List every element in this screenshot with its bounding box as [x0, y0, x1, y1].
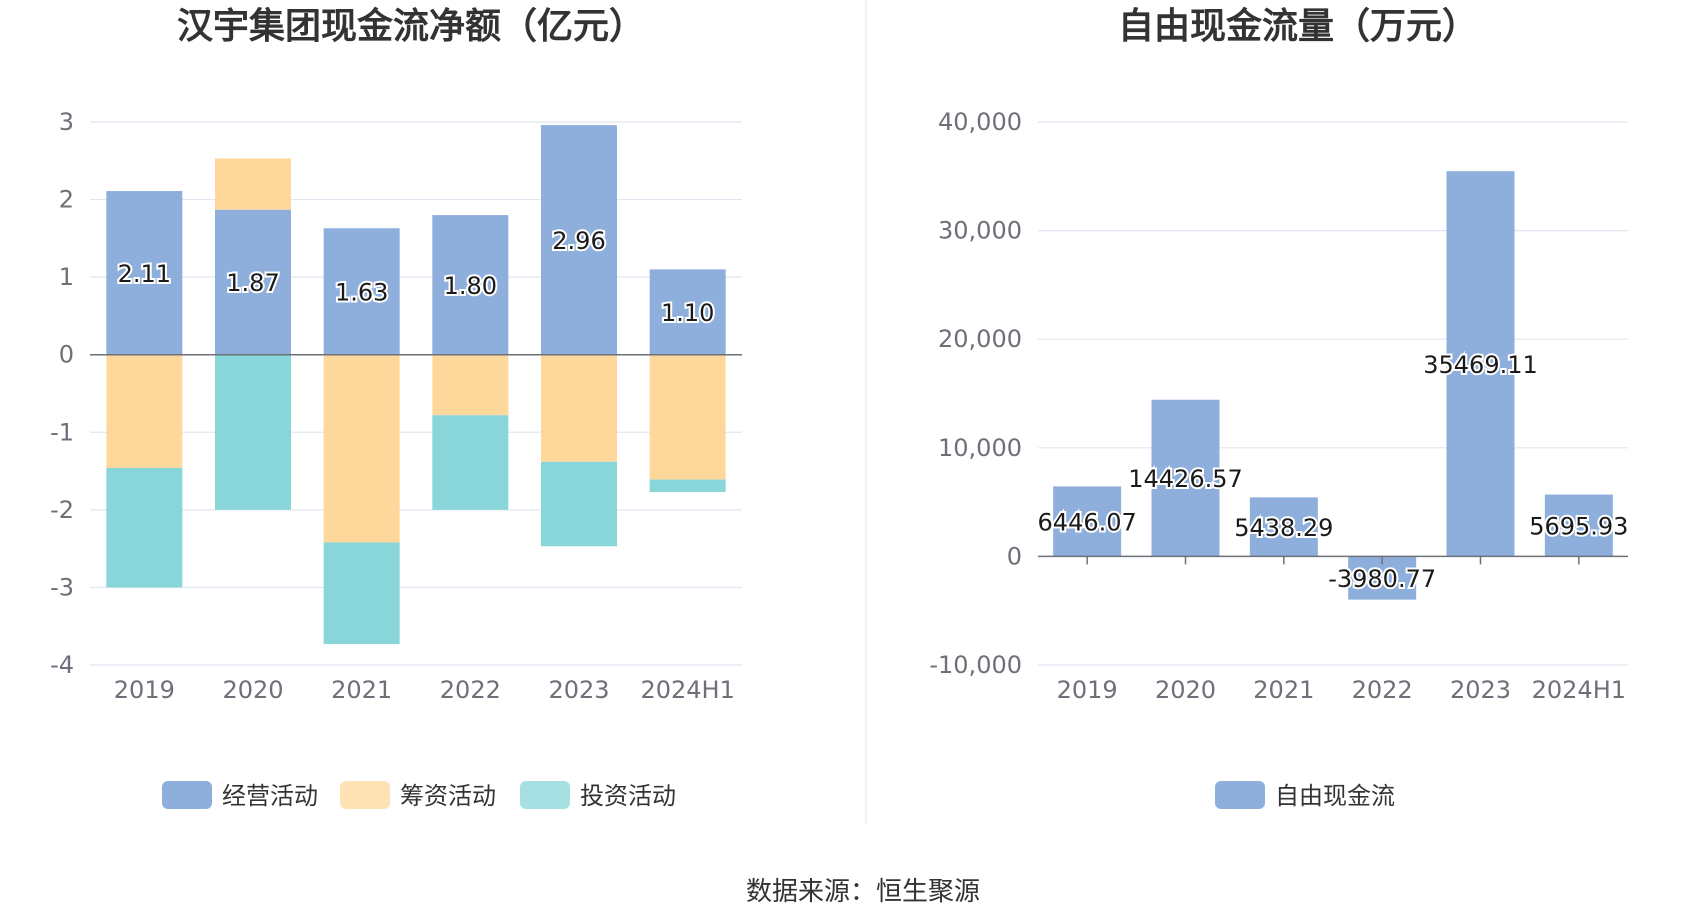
bar-2-2019: [106, 354, 183, 468]
legend-swatch: [520, 781, 570, 809]
data-source-note: 数据来源：恒生聚源: [746, 877, 980, 907]
data-label: 5438.29: [1234, 514, 1333, 542]
bar-1-2021: [323, 228, 400, 355]
y-tick-label: -3: [50, 573, 74, 601]
bar-3-2019: [106, 467, 183, 588]
x-tick-label: 2019: [1057, 676, 1118, 704]
y-tick-label: 2: [59, 186, 74, 214]
bar-3-2024H1: [649, 479, 726, 493]
bar-2-2024H1: [649, 354, 726, 480]
chart-panel-2: 自由现金流量（万元） 40,000 30,000 20,000 10,000 0 -10,0…: [929, 5, 1630, 810]
x-tick-label: 2022: [440, 676, 501, 704]
data-label: 1.10: [661, 299, 714, 327]
x-tick-label: 2022: [1352, 676, 1413, 704]
bar-1-2020: [1151, 399, 1220, 557]
bar-1-2020: [215, 209, 291, 355]
chart-title: 汉宇集团现金流净额（亿元）: [177, 5, 645, 47]
legend-label: 筹资活动: [400, 782, 496, 810]
x-tick-label: 2021: [331, 676, 392, 704]
bar-1-2024H1: [649, 269, 726, 355]
legend-swatch: [1215, 781, 1265, 809]
bar-1-2024H1: [1544, 494, 1613, 557]
y-tick-label: 40,000: [938, 108, 1022, 136]
bar-1-2019: [106, 191, 183, 355]
bar-1-2023: [1446, 171, 1515, 557]
x-tick-label: 2020: [222, 676, 283, 704]
bar-2-2023: [541, 354, 617, 462]
data-label: 6446.07: [1038, 508, 1137, 536]
legend-label: 经营活动: [222, 782, 318, 810]
chart-title: 自由现金流量（万元）: [1118, 5, 1478, 47]
y-tick-label: -10,000: [929, 651, 1022, 679]
y-tick-label: -4: [50, 651, 74, 679]
legend-swatch: [340, 781, 390, 809]
data-label: 5695.93: [1529, 512, 1628, 540]
data-label: 1.63: [335, 278, 388, 306]
y-tick-label: 0: [1007, 542, 1022, 570]
data-label: 35469.11: [1423, 351, 1538, 379]
bar-1-2023: [541, 125, 617, 355]
legend-swatch: [162, 781, 212, 809]
data-label: 1.80: [444, 272, 497, 300]
bar-3-2020: [215, 354, 291, 510]
y-tick-label: -2: [50, 496, 74, 524]
x-tick-label: 2023: [548, 676, 609, 704]
y-tick-label: 0: [59, 341, 74, 369]
x-tick-label: 2023: [1450, 676, 1511, 704]
x-tick-label: 2020: [1155, 676, 1216, 704]
bar-2-2020: [215, 158, 291, 210]
bar-1-2019: [1053, 486, 1122, 557]
x-tick-label: 2021: [1253, 676, 1314, 704]
x-tick-label: 2024H1: [640, 676, 734, 704]
bar-1-2021: [1249, 497, 1318, 557]
bar-3-2021: [323, 542, 400, 645]
y-tick-label: 1: [59, 263, 74, 291]
data-label: 14426.57: [1128, 465, 1243, 493]
data-label: 1.87: [226, 269, 279, 297]
y-tick-label: 30,000: [938, 217, 1022, 245]
y-tick-label: 10,000: [938, 434, 1022, 462]
x-tick-label: 2019: [114, 676, 175, 704]
y-tick-label: -1: [50, 418, 74, 446]
y-tick-label: 20,000: [938, 325, 1022, 353]
data-label: -3980.77: [1328, 565, 1436, 593]
x-tick-label: 2024H1: [1532, 676, 1626, 704]
legend-label: 投资活动: [580, 782, 676, 810]
chart-panel-1: 汉宇集团现金流净额（亿元） 3 2 1 0 -1 -2 -3 -4 2.11 1.87 1.63 1.8…: [50, 5, 742, 810]
bar-1-2022: [432, 215, 509, 355]
bar-3-2023: [541, 461, 617, 547]
bar-2-2021: [323, 354, 400, 543]
bar-3-2022: [432, 415, 509, 510]
bar-2-2022: [432, 354, 509, 416]
legend-label: 自由现金流: [1275, 782, 1395, 810]
data-label: 2.11: [118, 260, 171, 288]
data-label: 2.96: [552, 227, 605, 255]
y-tick-label: 3: [59, 108, 74, 136]
